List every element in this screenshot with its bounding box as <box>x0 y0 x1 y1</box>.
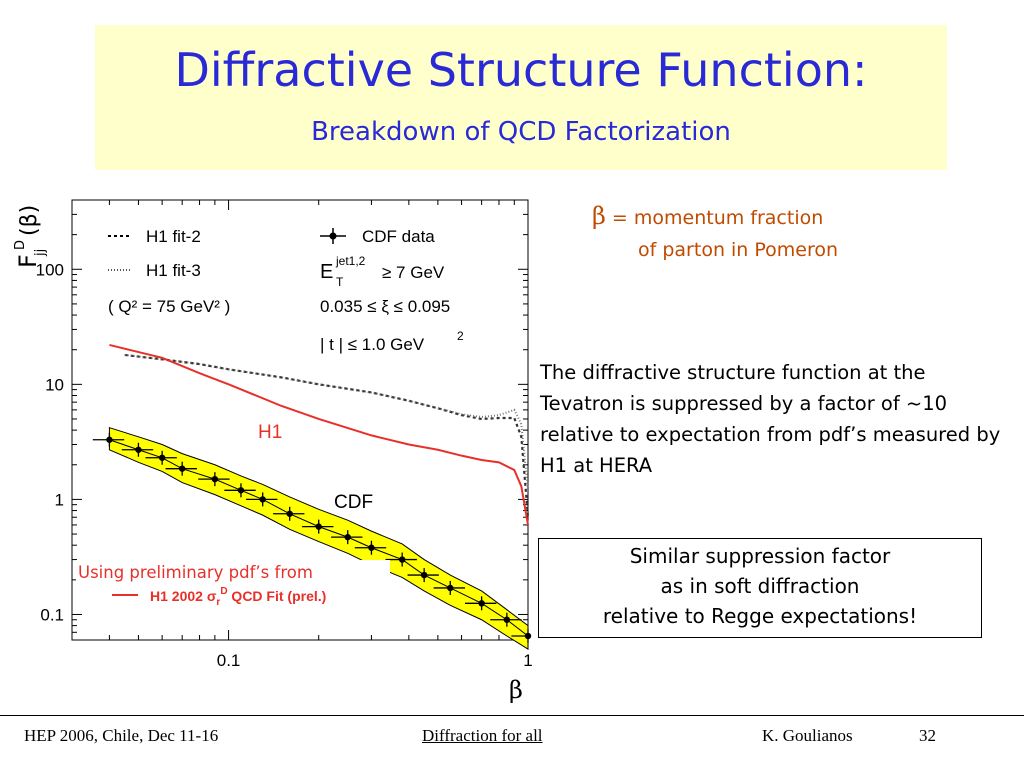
suppression-line2: as in soft diffraction <box>660 574 860 598</box>
y-axis-label-sup: D <box>13 240 28 250</box>
y-tick-label: 0.1 <box>40 605 64 624</box>
y-axis-label-arg: (β) <box>17 205 42 236</box>
cuts-text: E T jet1,2 ≥ 7 GeV 0.035 ≤ ξ ≤ 0.095 | t… <box>320 254 464 354</box>
plot-frame <box>71 199 529 641</box>
cdf-point <box>447 584 454 592</box>
annotation-backdrop <box>76 560 390 584</box>
h1-fit2-curve <box>124 353 530 518</box>
suppression-line3: relative to Regge expectations! <box>602 604 918 628</box>
cdf-point <box>524 632 532 640</box>
cut-xi: 0.035 ≤ ξ ≤ 0.095 <box>320 297 450 316</box>
y-axis-label-sub: jj <box>33 249 48 257</box>
x-tick-label: 1 <box>523 651 532 670</box>
suppression-box: Similar suppression factor as in soft di… <box>538 538 982 638</box>
cdf-point <box>237 487 245 494</box>
footer-divider <box>0 715 1024 716</box>
beta-def-line2: of parton in Pomeron <box>638 239 839 261</box>
footer-conference: HEP 2006, Chile, Dec 11-16 <box>24 726 219 745</box>
cut-et-rest: ≥ 7 GeV <box>382 263 445 282</box>
prelim-fit-pre: H1 2002 σ <box>150 588 217 604</box>
prelim-fit-sub: r <box>216 597 220 608</box>
cdf-point <box>286 510 293 517</box>
cut-et-sub: T <box>336 275 344 289</box>
footer-center-link[interactable]: Diffraction for all <box>422 726 543 745</box>
title-banner: Diffractive Structure Function: Breakdow… <box>95 25 947 170</box>
x-axis-label: β <box>509 676 523 704</box>
legend-fit2-label: H1 fit-2 <box>146 227 201 246</box>
description-text: The diffractive structure function at th… <box>540 361 1001 477</box>
cdf-point <box>106 436 113 443</box>
cdf-point <box>178 465 186 472</box>
cdf-point <box>478 600 485 607</box>
cdf-point <box>158 454 166 461</box>
legend: H1 fit-2 H1 fit-3 ( Q² = 75 GeV² ) CDF d… <box>108 227 435 316</box>
cdf-point <box>315 523 322 530</box>
legend-q2-label: ( Q² = 75 GeV² ) <box>108 297 230 316</box>
legend-cdf-marker <box>320 228 346 244</box>
x-tick-label: 0.1 <box>217 651 241 670</box>
cdf-point <box>259 496 266 503</box>
cut-t-main: | t | ≤ 1.0 GeV <box>320 335 425 354</box>
beta-def-line1: = momentum fraction <box>611 207 824 229</box>
prelim-fit-post: QCD Fit (prel.) <box>228 588 327 604</box>
beta-symbol: β <box>592 202 606 230</box>
cut-t-sup: 2 <box>457 329 464 343</box>
h1-curve <box>109 343 529 526</box>
prelim-fit-label: H1 2002 σrD QCD Fit (prel.) <box>150 586 326 608</box>
y-tick-label: 100 <box>36 260 64 279</box>
y-tick-label: 10 <box>45 375 64 394</box>
cut-et-main: E <box>320 261 333 283</box>
cut-et-sup: jet1,2 <box>335 254 366 268</box>
y-axis-label-main: F <box>14 254 42 268</box>
legend-cdf-label: CDF data <box>362 227 435 246</box>
y-tick-label: 1 <box>55 490 64 509</box>
cdf-point <box>344 533 351 541</box>
structure-function-chart: 0.1 1 10 100 0.1 1 F D jj (β) H1 fit-2 H1 fit… <box>13 199 533 704</box>
h1-curve-label: H1 <box>258 422 282 443</box>
cdf-point <box>503 616 511 623</box>
cdf-point <box>135 446 142 453</box>
prelim-pdf-note: Using preliminary pdf’s from <box>78 563 313 582</box>
svg-text:F: F <box>14 254 42 268</box>
legend-fit3-label: H1 fit-3 <box>146 261 201 280</box>
cdf-band-label: CDF <box>334 492 373 513</box>
beta-definition: β = momentum fraction of parton in Pomer… <box>592 200 838 266</box>
y-axis-label: F D jj (β) <box>13 205 48 268</box>
footer-author: K. Goulianos <box>762 726 853 745</box>
prelim-fit-sup: D <box>220 586 227 597</box>
cdf-point <box>368 544 375 551</box>
cdf-point <box>420 571 428 579</box>
cdf-point <box>211 475 219 483</box>
cdf-point <box>398 556 406 563</box>
slide-subtitle: Breakdown of QCD Factorization <box>311 117 731 147</box>
slide-title: Diffractive Structure Function: <box>174 43 868 97</box>
cdf-band <box>108 427 529 651</box>
suppression-line1: Similar suppression factor <box>629 544 891 568</box>
footer-page-number: 32 <box>919 726 936 745</box>
h1-fit3-curve <box>124 353 529 491</box>
